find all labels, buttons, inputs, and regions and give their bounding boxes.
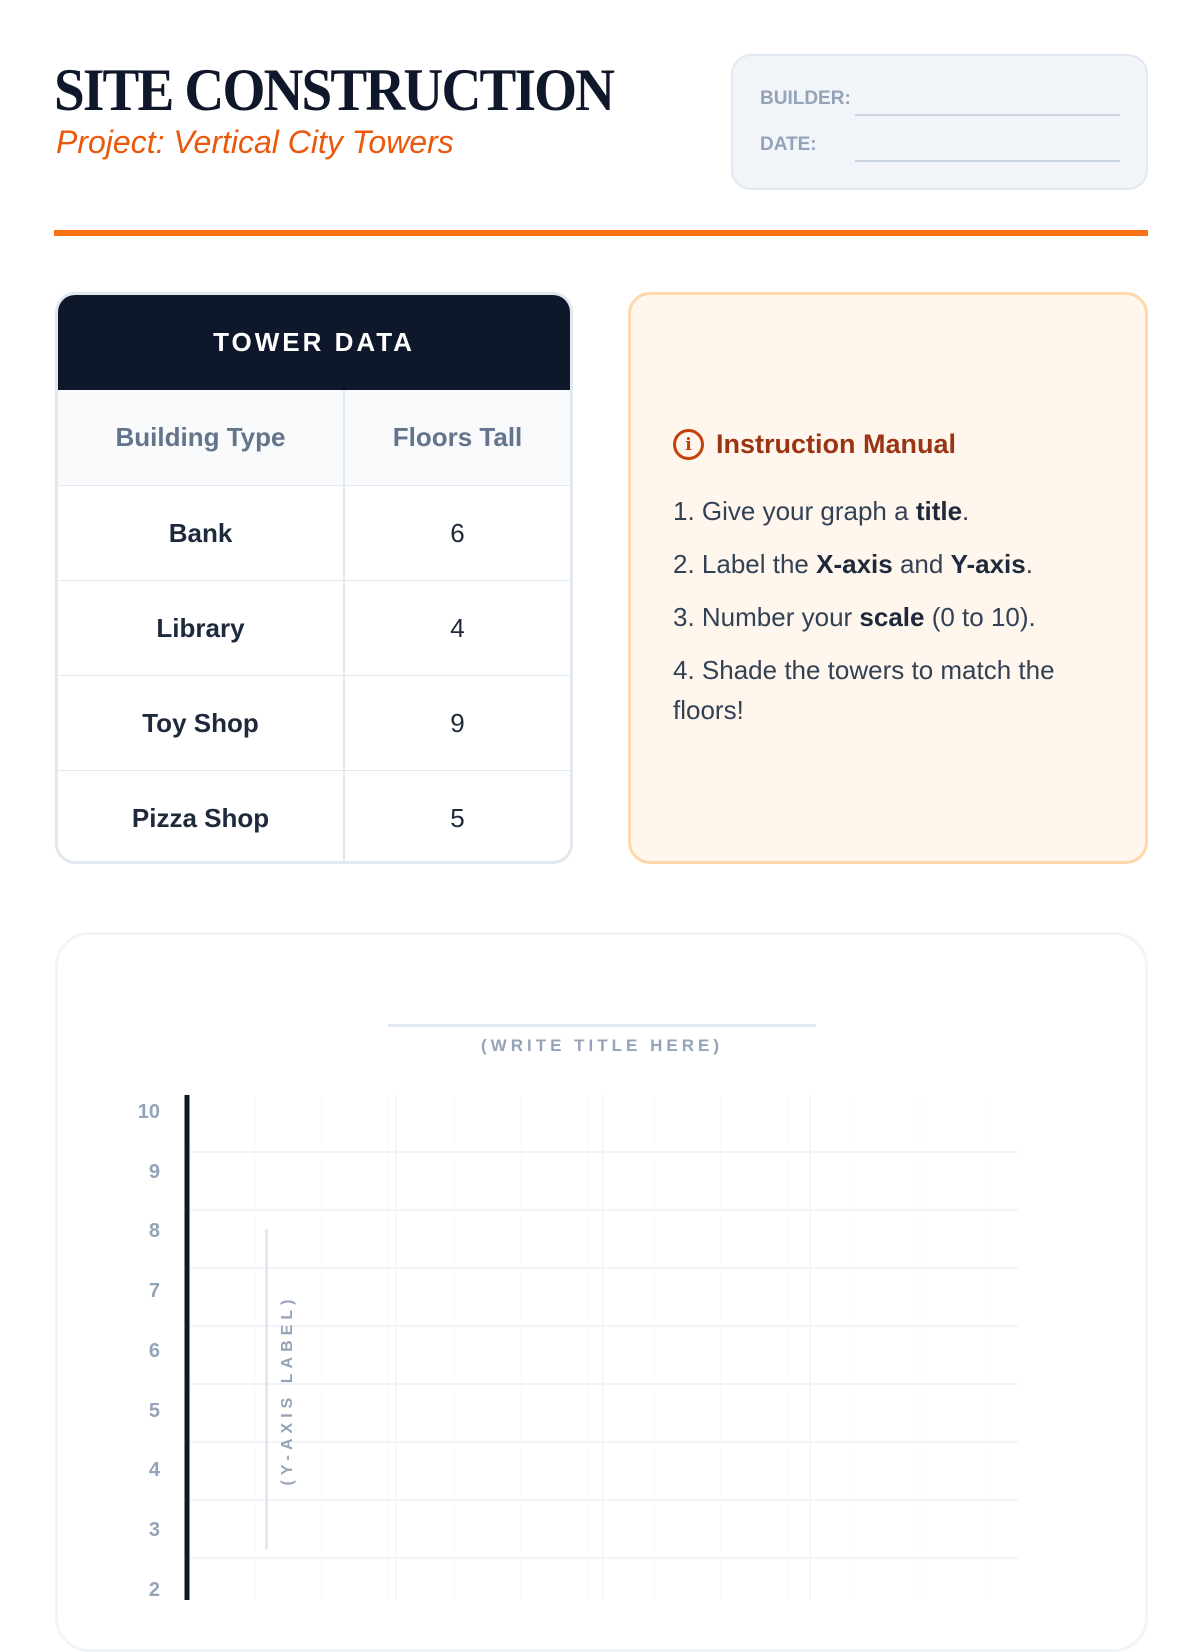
divider xyxy=(54,230,1148,236)
y-tick-label: 7 xyxy=(148,1280,160,1303)
y-tick-label: 3 xyxy=(148,1518,160,1541)
y-tick-label: 2 xyxy=(148,1578,160,1601)
floors: 9 xyxy=(450,707,465,738)
y-label-write-line[interactable] xyxy=(265,1229,268,1549)
step-keyword: scale xyxy=(859,602,925,632)
y-axis-label-placeholder: (Y-AXIS LABEL) xyxy=(279,1294,296,1486)
instruction-step: 3. Number your scale (0 to 10). xyxy=(673,597,1109,637)
graph-card xyxy=(55,932,1148,1652)
instruction-header: i Instruction Manual xyxy=(673,429,956,460)
step-text: and xyxy=(892,549,951,579)
info-icon: i xyxy=(673,429,704,460)
y-tick-label: 5 xyxy=(148,1399,160,1422)
building-type: Bank xyxy=(58,486,345,580)
instruction-step: 1. Give your graph a title. xyxy=(673,491,1109,531)
step-text: 3. Number your xyxy=(673,602,860,632)
step-keyword: Y-axis xyxy=(950,549,1026,579)
y-tick-label: 8 xyxy=(148,1220,160,1243)
step-text: 4. Shade the towers to match the floors! xyxy=(673,655,1055,725)
date-label: DATE: xyxy=(760,134,817,155)
instruction-steps: 1. Give your graph a title. 2. Label the … xyxy=(673,491,1109,743)
building-type: Library xyxy=(58,581,345,675)
instruction-manual: i Instruction Manual 1. Give your graph … xyxy=(628,292,1148,864)
instruction-title: Instruction Manual xyxy=(716,429,957,459)
floors: 6 xyxy=(450,517,465,548)
floors: 4 xyxy=(450,612,465,643)
table-row: Bank 6 xyxy=(58,485,570,580)
page-title: SITE CONSTRUCTION xyxy=(54,57,615,123)
instruction-step: 2. Label the X-axis and Y-axis. xyxy=(673,544,1109,584)
step-text: (0 to 10). xyxy=(924,602,1036,632)
step-text: . xyxy=(1025,549,1033,579)
building-type: Pizza Shop xyxy=(58,771,345,861)
column-header: Floors Tall xyxy=(392,422,523,452)
floors: 5 xyxy=(450,802,465,833)
tower-data-table: TOWER DATA Building Type Floors Tall Ban… xyxy=(55,292,573,864)
table-header-row: Building Type Floors Tall xyxy=(58,390,570,485)
y-tick-label: 9 xyxy=(148,1160,160,1183)
step-keyword: title xyxy=(915,496,963,526)
builder-field[interactable] xyxy=(855,114,1120,116)
table-row: Library 4 xyxy=(58,580,570,675)
step-text: . xyxy=(962,496,970,526)
table-row: Pizza Shop 5 xyxy=(58,770,570,861)
step-keyword: X-axis xyxy=(816,549,893,579)
builder-info-box: BUILDER: DATE: xyxy=(731,54,1148,190)
y-tick-label: 10 xyxy=(137,1101,160,1123)
y-tick-label: 6 xyxy=(148,1339,160,1362)
title-write-line[interactable] xyxy=(388,1024,816,1027)
table-row: Toy Shop 9 xyxy=(58,675,570,770)
title-placeholder: (WRITE TITLE HERE) xyxy=(481,1036,723,1055)
builder-label: BUILDER: xyxy=(760,88,851,109)
step-text: 2. Label the xyxy=(673,549,817,579)
date-field[interactable] xyxy=(855,160,1120,162)
building-type: Toy Shop xyxy=(58,676,345,770)
y-tick-label: 4 xyxy=(148,1459,160,1482)
project-subtitle: Project: Vertical City Towers xyxy=(56,124,454,160)
column-header: Building Type xyxy=(58,390,345,485)
table-title: TOWER DATA xyxy=(58,295,570,390)
instruction-step: 4. Shade the towers to match the floors! xyxy=(673,650,1109,730)
step-text: 1. Give your graph a xyxy=(673,496,916,526)
graph-grid xyxy=(184,1095,1018,1600)
